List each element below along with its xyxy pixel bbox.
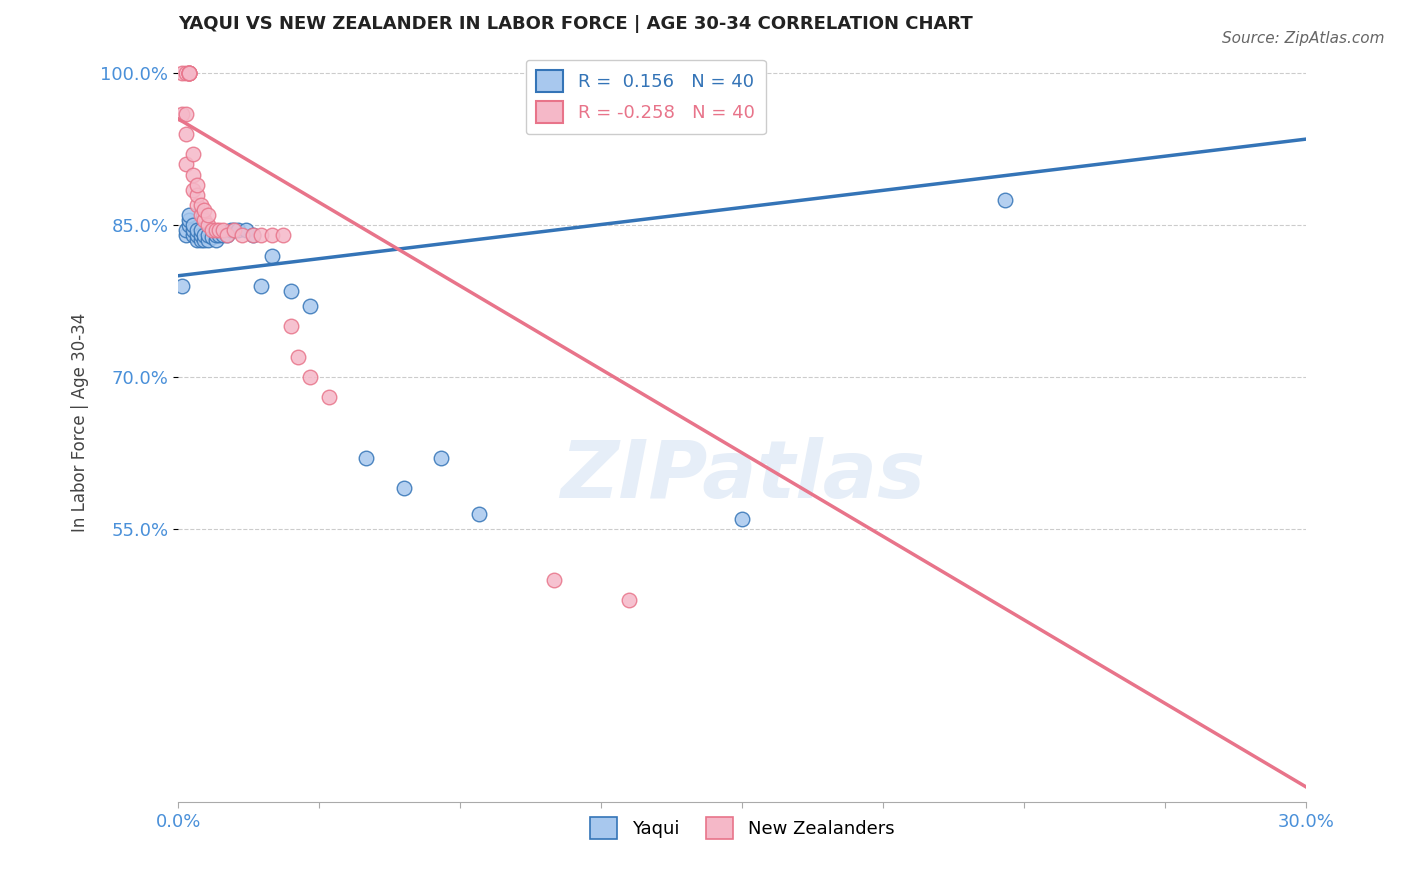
Point xyxy=(181,223,204,237)
Point xyxy=(174,157,197,171)
Text: YAQUI VS NEW ZEALANDER IN LABOR FORCE | AGE 30-34 CORRELATION CHART: YAQUI VS NEW ZEALANDER IN LABOR FORCE | … xyxy=(179,15,973,33)
Point xyxy=(190,223,212,237)
Point xyxy=(190,198,212,212)
Point xyxy=(186,233,208,247)
Point xyxy=(280,284,302,298)
Point xyxy=(174,228,197,243)
Point xyxy=(179,208,201,222)
Point xyxy=(212,223,235,237)
Point xyxy=(242,228,264,243)
Point xyxy=(262,228,284,243)
Point xyxy=(197,228,219,243)
Point xyxy=(430,450,453,465)
Point xyxy=(179,213,201,227)
Point xyxy=(215,228,238,243)
Point xyxy=(204,223,226,237)
Point xyxy=(212,228,235,243)
Point xyxy=(197,218,219,232)
Point xyxy=(193,233,215,247)
Text: ZIPatlas: ZIPatlas xyxy=(560,437,925,515)
Point xyxy=(190,208,212,222)
Point xyxy=(179,66,201,80)
Point xyxy=(179,66,201,80)
Point xyxy=(190,228,212,243)
Point xyxy=(186,187,208,202)
Point xyxy=(208,228,231,243)
Point xyxy=(181,147,204,161)
Point xyxy=(174,66,197,80)
Point xyxy=(235,223,257,237)
Point xyxy=(197,233,219,247)
Point xyxy=(392,482,415,496)
Point xyxy=(204,228,226,243)
Point xyxy=(174,223,197,237)
Point xyxy=(186,178,208,192)
Point xyxy=(287,350,309,364)
Point xyxy=(224,223,246,237)
Point xyxy=(619,592,641,607)
Point xyxy=(201,230,224,244)
Point xyxy=(201,223,224,237)
Point xyxy=(170,66,193,80)
Point xyxy=(179,66,201,80)
Point xyxy=(179,66,201,80)
Point xyxy=(174,107,197,121)
Point xyxy=(298,299,321,313)
Point xyxy=(231,228,253,243)
Point xyxy=(468,507,491,521)
Point xyxy=(186,228,208,243)
Point xyxy=(193,202,215,217)
Point xyxy=(181,183,204,197)
Legend: Yaqui, New Zealanders: Yaqui, New Zealanders xyxy=(583,810,901,847)
Point xyxy=(181,218,204,232)
Point xyxy=(731,512,754,526)
Point xyxy=(174,127,197,141)
Point xyxy=(186,223,208,237)
Point xyxy=(354,450,377,465)
Point xyxy=(179,218,201,232)
Point xyxy=(318,390,340,404)
Point xyxy=(298,370,321,384)
Point xyxy=(249,228,271,243)
Point xyxy=(193,213,215,227)
Text: Source: ZipAtlas.com: Source: ZipAtlas.com xyxy=(1222,31,1385,46)
Point xyxy=(170,279,193,293)
Point xyxy=(197,208,219,222)
Point xyxy=(249,279,271,293)
Point xyxy=(215,228,238,243)
Point xyxy=(208,223,231,237)
Point xyxy=(193,228,215,243)
Y-axis label: In Labor Force | Age 30-34: In Labor Force | Age 30-34 xyxy=(72,313,89,533)
Point xyxy=(204,233,226,247)
Point xyxy=(224,223,246,237)
Point xyxy=(994,193,1017,207)
Point xyxy=(181,228,204,243)
Point xyxy=(226,223,249,237)
Point xyxy=(190,233,212,247)
Point xyxy=(186,198,208,212)
Point xyxy=(242,228,264,243)
Point xyxy=(262,248,284,262)
Point xyxy=(280,319,302,334)
Point xyxy=(179,66,201,80)
Point xyxy=(543,573,565,587)
Point xyxy=(181,168,204,182)
Point xyxy=(170,107,193,121)
Point xyxy=(273,228,295,243)
Point xyxy=(219,223,242,237)
